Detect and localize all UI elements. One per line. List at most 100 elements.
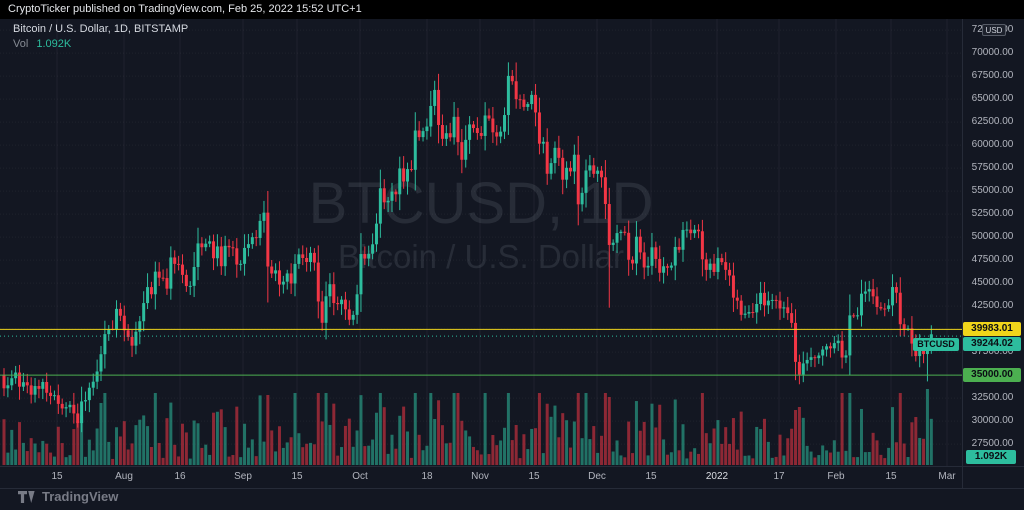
volume-bar bbox=[825, 450, 829, 465]
candle bbox=[537, 112, 541, 144]
volume-bar bbox=[918, 437, 922, 465]
candle bbox=[91, 381, 95, 388]
candle bbox=[848, 315, 852, 356]
price-axis-tick: 60000.00 bbox=[971, 139, 1014, 151]
legend-symbol[interactable]: Bitcoin / U.S. Dollar, 1D, BITSTAMP bbox=[13, 23, 189, 35]
candle bbox=[797, 361, 801, 375]
candle bbox=[134, 331, 138, 346]
currency-unit-toggle[interactable]: USD bbox=[982, 24, 1006, 36]
candle bbox=[681, 229, 685, 250]
candle bbox=[607, 204, 611, 245]
candle bbox=[471, 124, 475, 129]
volume-bar bbox=[289, 437, 293, 465]
volume-bar bbox=[634, 401, 638, 465]
candle bbox=[103, 334, 107, 355]
volume-bar bbox=[460, 420, 464, 465]
candle bbox=[875, 296, 879, 308]
time-axis-border bbox=[0, 466, 1024, 467]
volume-bar bbox=[371, 439, 375, 465]
candle bbox=[347, 309, 351, 320]
candle bbox=[712, 263, 716, 272]
legend-volume-row[interactable]: Vol 1.092K bbox=[13, 38, 188, 50]
volume-bar bbox=[522, 434, 526, 465]
volume-label: Vol bbox=[13, 38, 29, 50]
candle bbox=[821, 349, 825, 356]
volume-bar bbox=[266, 395, 270, 465]
volume-bar bbox=[642, 421, 646, 465]
volume-bar bbox=[739, 411, 743, 465]
volume-bar bbox=[262, 441, 266, 465]
candle bbox=[642, 252, 646, 268]
candle bbox=[832, 343, 836, 349]
volume-bar bbox=[184, 432, 188, 465]
volume-bar bbox=[518, 458, 522, 465]
candle bbox=[499, 131, 503, 137]
candle bbox=[568, 167, 572, 172]
volume-bar bbox=[922, 438, 926, 465]
volume-bar bbox=[646, 455, 650, 465]
candle bbox=[708, 263, 712, 270]
volume-bar bbox=[871, 432, 875, 465]
volume-bar bbox=[475, 450, 479, 465]
candle bbox=[363, 254, 367, 259]
volume-bar bbox=[444, 443, 448, 465]
volume-bar bbox=[537, 393, 541, 465]
candle bbox=[778, 300, 782, 309]
volume-bar bbox=[929, 418, 933, 465]
price-axis-tick: 70000.00 bbox=[971, 47, 1014, 59]
volume-bar bbox=[665, 454, 669, 465]
volume-bar bbox=[274, 451, 278, 465]
attribution-text: CryptoTicker published on TradingView.co… bbox=[8, 3, 362, 15]
volume-bar bbox=[495, 445, 499, 465]
volume-bar bbox=[246, 447, 250, 465]
volume-bar bbox=[200, 447, 204, 465]
volume-bar bbox=[689, 451, 693, 465]
tradingview-logo[interactable]: TradingView bbox=[18, 489, 118, 504]
volume-bar bbox=[479, 454, 483, 465]
candle bbox=[809, 357, 813, 360]
volume-bar bbox=[794, 410, 798, 465]
price-axis-tick: 42500.00 bbox=[971, 300, 1014, 312]
candle bbox=[576, 154, 580, 205]
volume-bar bbox=[413, 393, 417, 465]
volume-bar bbox=[898, 393, 902, 465]
candle bbox=[126, 330, 130, 337]
volume-bar bbox=[421, 450, 425, 465]
candle bbox=[215, 246, 219, 259]
volume-bar bbox=[615, 440, 619, 465]
volume-bar bbox=[875, 440, 879, 465]
volume-bar bbox=[91, 450, 95, 465]
volume-bar bbox=[572, 421, 576, 465]
volume-bar bbox=[80, 415, 84, 465]
volume-bar bbox=[277, 426, 281, 465]
candle bbox=[549, 163, 553, 174]
candle bbox=[99, 354, 103, 372]
candle bbox=[437, 89, 441, 125]
volume-bar bbox=[83, 456, 87, 465]
volume-bar bbox=[852, 457, 856, 465]
volume-bar bbox=[250, 439, 254, 465]
candle bbox=[720, 258, 724, 263]
volume-bar bbox=[863, 452, 867, 465]
volume-bar bbox=[592, 426, 596, 465]
volume-bar bbox=[437, 400, 441, 465]
volume-bar bbox=[254, 456, 258, 465]
tradingview-logo-text: TradingView bbox=[42, 489, 119, 504]
volume-bar bbox=[41, 440, 45, 465]
candle bbox=[41, 381, 45, 389]
candle bbox=[49, 392, 53, 397]
candle bbox=[584, 170, 588, 193]
candle bbox=[2, 374, 6, 389]
candle bbox=[580, 192, 584, 205]
candle bbox=[891, 287, 895, 306]
volume-bar bbox=[173, 444, 177, 465]
volume-bar bbox=[448, 442, 452, 465]
candle bbox=[33, 386, 37, 395]
candle bbox=[840, 340, 844, 358]
chart-legend[interactable]: Bitcoin / U.S. Dollar, 1D, BITSTAMP Vol … bbox=[13, 23, 188, 50]
volume-bar bbox=[464, 430, 468, 465]
candle bbox=[623, 231, 627, 233]
volume-bar bbox=[859, 408, 863, 465]
volume-bar bbox=[786, 438, 790, 465]
